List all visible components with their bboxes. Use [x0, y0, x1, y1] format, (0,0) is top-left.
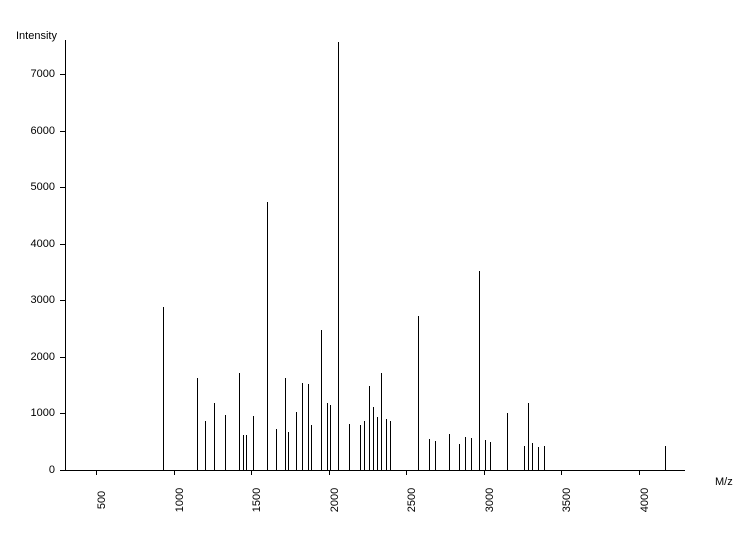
- y-axis-label: Intensity: [16, 30, 57, 42]
- spectrum-peak: [360, 425, 361, 470]
- x-tick-label: 4000: [639, 488, 651, 512]
- spectrum-peak: [465, 437, 466, 470]
- spectrum-peak: [349, 424, 350, 470]
- spectrum-peak: [330, 405, 331, 470]
- x-tick-label: 1000: [174, 488, 186, 512]
- y-tick-label: 0: [15, 464, 55, 476]
- spectrum-peak: [429, 439, 430, 470]
- y-tick: [60, 413, 65, 414]
- x-tick-label: 2500: [406, 488, 418, 512]
- y-tick: [60, 357, 65, 358]
- x-tick-label: 3000: [484, 488, 496, 512]
- spectrum-peak: [485, 440, 486, 470]
- spectrum-peak: [544, 446, 545, 470]
- spectrum-peak: [538, 447, 539, 470]
- spectrum-peak: [327, 403, 328, 470]
- spectrum-peak: [373, 407, 374, 470]
- y-tick: [60, 300, 65, 301]
- spectrum-peak: [285, 378, 286, 470]
- y-tick-label: 5000: [15, 181, 55, 193]
- spectrum-peak: [479, 271, 480, 470]
- x-tick-label: 1500: [251, 488, 263, 512]
- x-tick: [329, 470, 330, 475]
- spectrum-peak: [377, 417, 378, 470]
- spectrum-peak: [308, 384, 309, 470]
- plot-area: [65, 40, 685, 470]
- x-tick: [174, 470, 175, 475]
- spectrum-peak: [197, 378, 198, 470]
- x-tick: [561, 470, 562, 475]
- spectrum-peak: [665, 446, 666, 470]
- x-tick: [251, 470, 252, 475]
- spectrum-peak: [296, 412, 297, 470]
- x-tick: [96, 470, 97, 475]
- y-tick-label: 6000: [15, 125, 55, 137]
- spectrum-peak: [243, 435, 244, 470]
- y-axis: [65, 40, 66, 470]
- x-axis-label: M/z: [715, 476, 733, 488]
- spectrum-peak: [246, 435, 247, 470]
- spectrum-peak: [311, 425, 312, 470]
- y-tick-label: 4000: [15, 238, 55, 250]
- y-tick-label: 1000: [15, 407, 55, 419]
- spectrum-peak: [288, 432, 289, 470]
- y-tick-label: 7000: [15, 68, 55, 80]
- spectrum-peak: [225, 415, 226, 470]
- x-tick-label: 3500: [561, 488, 573, 512]
- x-tick-label: 2000: [329, 488, 341, 512]
- spectrum-peak: [459, 444, 460, 470]
- spectrum-peak: [321, 330, 322, 470]
- spectrum-peak: [471, 438, 472, 470]
- x-axis: [65, 470, 685, 471]
- spectrum-peak: [532, 443, 533, 470]
- spectrum-peak: [205, 421, 206, 470]
- x-tick: [484, 470, 485, 475]
- x-tick: [639, 470, 640, 475]
- spectrum-peak: [449, 434, 450, 470]
- spectrum-peak: [528, 403, 529, 470]
- spectrum-peak: [239, 373, 240, 470]
- x-tick-label: 500: [96, 491, 108, 509]
- y-tick-label: 2000: [15, 351, 55, 363]
- spectrum-peak: [267, 202, 268, 470]
- spectrum-peak: [386, 419, 387, 470]
- spectrum-peak: [338, 42, 339, 470]
- spectrum-peak: [435, 441, 436, 470]
- spectrum-peak: [507, 413, 508, 470]
- spectrum-peak: [302, 383, 303, 470]
- x-tick: [406, 470, 407, 475]
- spectrum-peak: [253, 416, 254, 470]
- spectrum-peak: [490, 442, 491, 470]
- spectrum-peak: [369, 386, 370, 470]
- spectrum-peak: [214, 403, 215, 470]
- y-tick: [60, 131, 65, 132]
- spectrum-peak: [381, 373, 382, 470]
- spectrum-peak: [364, 421, 365, 470]
- spectrum-peak: [163, 307, 164, 470]
- y-tick: [60, 187, 65, 188]
- spectrum-chart: Intensity M/z 0 1000 2000 3000 4000 5000 6000 7…: [0, 0, 750, 540]
- spectrum-peak: [390, 421, 391, 470]
- y-tick: [60, 244, 65, 245]
- y-tick-label: 3000: [15, 294, 55, 306]
- y-tick: [60, 74, 65, 75]
- spectrum-peak: [418, 316, 419, 470]
- y-tick: [60, 470, 65, 471]
- spectrum-peak: [524, 446, 525, 470]
- spectrum-peak: [276, 429, 277, 470]
